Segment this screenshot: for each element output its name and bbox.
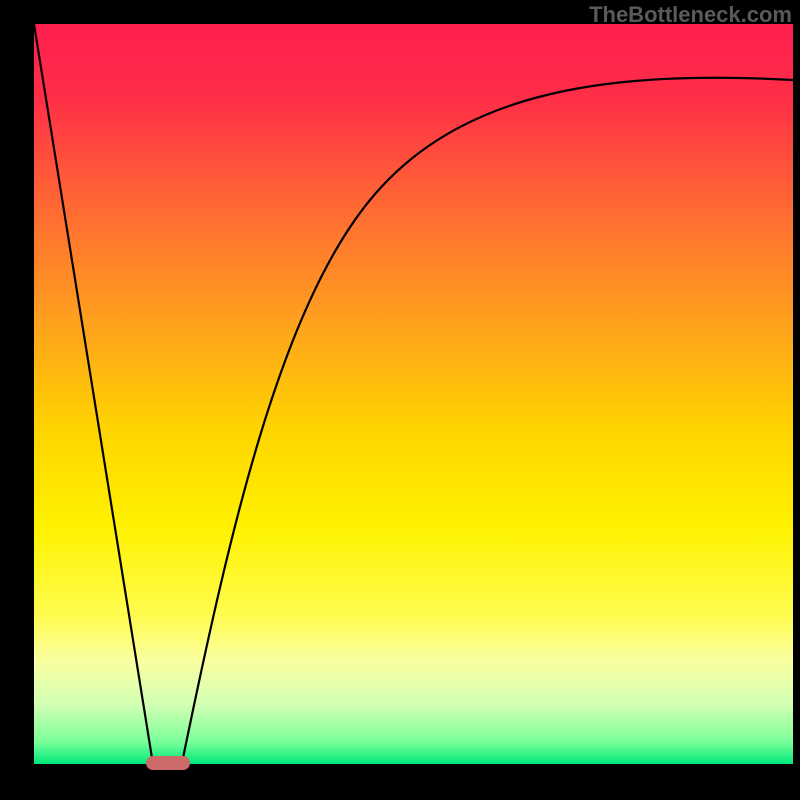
watermark-text: TheBottleneck.com bbox=[589, 2, 792, 28]
bottleneck-chart bbox=[0, 0, 800, 800]
gradient-background bbox=[34, 24, 793, 764]
optimal-zone-marker bbox=[146, 756, 190, 770]
